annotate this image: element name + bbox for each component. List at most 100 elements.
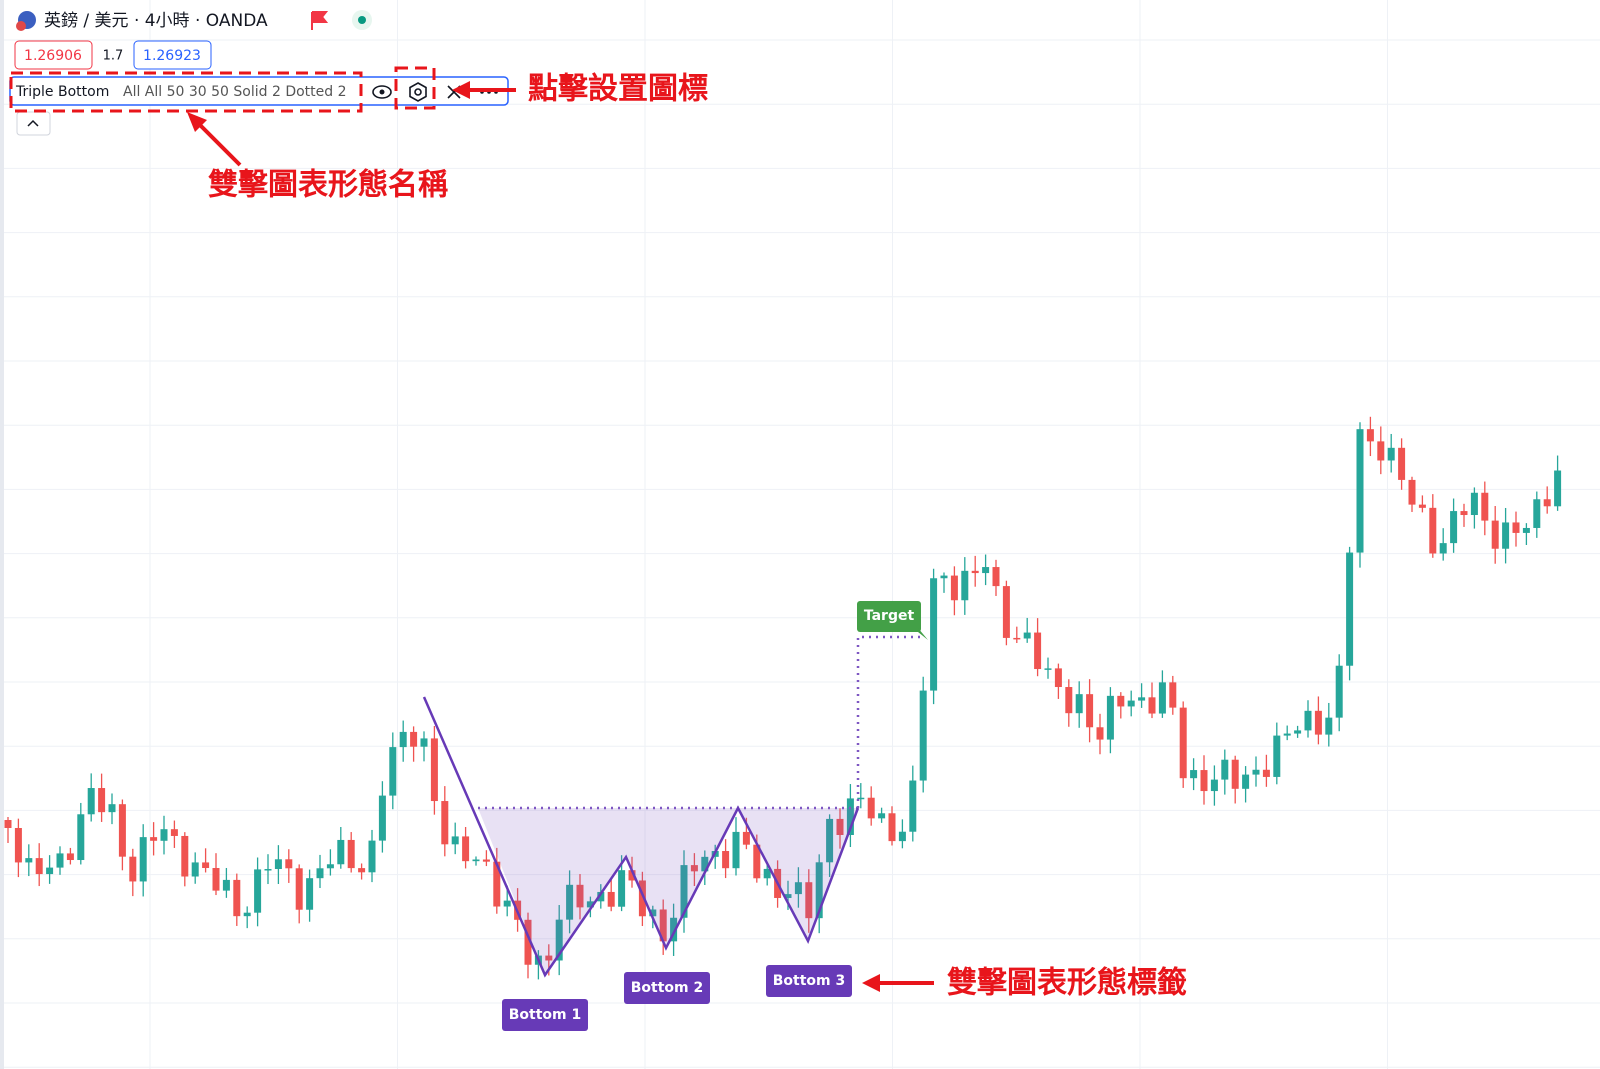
candle-body xyxy=(597,891,605,902)
candle-body xyxy=(212,868,220,891)
candle-body xyxy=(1054,668,1062,688)
candle-body xyxy=(1231,759,1239,789)
candle-body xyxy=(1304,710,1312,731)
bottom-box[interactable] xyxy=(624,972,710,1004)
candle-body xyxy=(181,835,189,877)
candle-body xyxy=(462,836,470,862)
candle-body xyxy=(191,862,199,877)
highlight-box xyxy=(9,71,363,113)
settings-icon[interactable] xyxy=(409,82,427,102)
candle-body xyxy=(763,868,771,879)
candle-body xyxy=(337,839,345,865)
candle-body xyxy=(836,818,844,836)
candle-body xyxy=(1169,682,1177,708)
candle-body xyxy=(638,880,646,917)
target-label[interactable]: Target xyxy=(864,608,915,624)
target-box[interactable] xyxy=(857,601,921,632)
candle-body xyxy=(1075,694,1083,714)
candle-body xyxy=(618,870,626,907)
bottom-box[interactable] xyxy=(766,965,852,997)
candle-body xyxy=(826,818,834,863)
collapse-icon xyxy=(27,119,39,127)
candle-body xyxy=(14,828,22,863)
candle-body xyxy=(378,795,386,841)
candle-body xyxy=(56,853,64,868)
candle-body xyxy=(482,859,490,862)
flag-mark[interactable] xyxy=(311,11,329,30)
candle-body xyxy=(753,844,761,879)
ask-price[interactable]: 1.26923 xyxy=(143,48,201,64)
grid xyxy=(4,0,1600,1069)
symbol-title[interactable]: 英鎊 / 美元 · 4小時 · OANDA xyxy=(44,11,268,31)
candle-body xyxy=(77,814,85,861)
pattern-line xyxy=(422,696,860,978)
bottom-label[interactable]: Bottom 1 xyxy=(509,1007,582,1023)
collapse-button[interactable] xyxy=(16,111,51,136)
candle-body xyxy=(202,862,210,869)
candle-body xyxy=(1190,770,1198,779)
flag-icon xyxy=(16,21,26,31)
candle-body xyxy=(1200,770,1208,792)
candle-body xyxy=(992,567,1000,587)
bottom-label[interactable]: Bottom 2 xyxy=(631,980,704,996)
bottom-tag[interactable]: Bottom 2 xyxy=(624,972,710,1004)
candle-body xyxy=(846,798,854,836)
indicator-settings[interactable]: All All 50 30 50 Solid 2 Dotted 2 xyxy=(123,84,347,100)
candle-body xyxy=(1335,665,1343,718)
candle-body xyxy=(555,919,563,961)
candle-body xyxy=(888,813,896,842)
candle-body xyxy=(898,831,906,842)
candle-body xyxy=(1356,429,1364,553)
candle-body xyxy=(1065,687,1073,714)
candle-body xyxy=(971,570,979,574)
bottom-tag[interactable]: Bottom 3 xyxy=(766,965,852,997)
ask-box[interactable] xyxy=(133,40,212,70)
candle-body xyxy=(1034,632,1042,670)
candle-body xyxy=(1429,507,1437,554)
candle-body xyxy=(1533,499,1541,528)
candle-body xyxy=(1554,470,1562,507)
candle-body xyxy=(867,797,875,819)
candle-body xyxy=(1148,697,1156,714)
candle-body xyxy=(607,891,615,907)
candle-body xyxy=(1387,447,1395,461)
candle-body xyxy=(420,738,428,747)
bottom-label[interactable]: Bottom 3 xyxy=(773,973,846,989)
candle-body xyxy=(274,859,282,870)
candle-body xyxy=(118,804,126,857)
candle-body xyxy=(1221,759,1229,780)
candle-body xyxy=(930,578,938,691)
candle-body xyxy=(87,788,95,815)
candle-body xyxy=(1502,522,1510,549)
bid-price[interactable]: 1.26906 xyxy=(24,48,82,64)
candle-body xyxy=(1346,552,1354,666)
bottom-box[interactable] xyxy=(502,999,588,1031)
candle-body xyxy=(410,731,418,747)
candle-body xyxy=(1408,479,1416,505)
candle-body xyxy=(98,788,106,813)
candle-body xyxy=(326,864,334,869)
candle-body xyxy=(1002,586,1010,638)
candle-body xyxy=(368,840,376,873)
target-tag[interactable]: Target xyxy=(857,601,928,640)
candle-body xyxy=(1117,695,1125,707)
candle-body xyxy=(805,882,813,919)
bottom-tag[interactable]: Bottom 1 xyxy=(502,999,588,1031)
candle-body xyxy=(1491,520,1499,549)
candle-body xyxy=(950,575,958,601)
candle-body xyxy=(1325,717,1333,735)
candle-body xyxy=(4,820,12,828)
candle-body xyxy=(35,858,43,875)
candle-body xyxy=(701,856,709,872)
left-edge xyxy=(0,0,4,1069)
candle-body xyxy=(108,804,116,813)
candle-body xyxy=(545,955,553,961)
eye-icon[interactable] xyxy=(372,85,392,99)
annotation: 雙擊圖表形態標籤 xyxy=(947,966,1187,1001)
candle-body xyxy=(1023,632,1031,639)
candle-body xyxy=(66,853,74,861)
indicator-name[interactable]: Triple Bottom xyxy=(15,84,109,100)
bid-box[interactable] xyxy=(14,40,93,70)
arrow xyxy=(452,81,516,99)
candle-body xyxy=(451,836,459,845)
